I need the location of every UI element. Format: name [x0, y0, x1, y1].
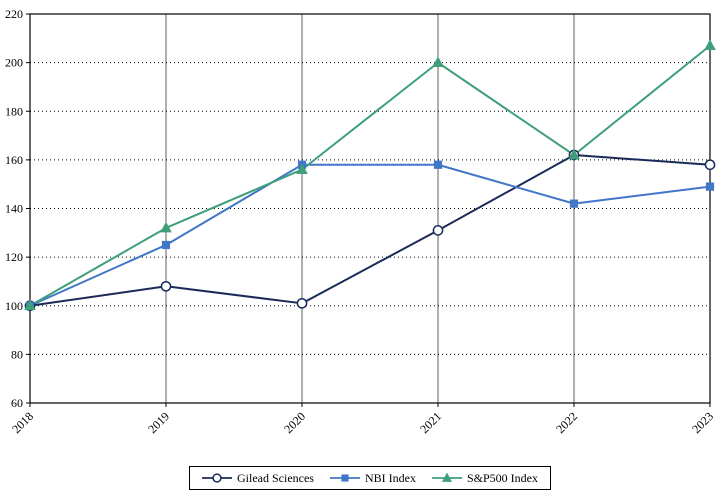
square-data-marker — [161, 240, 171, 250]
circle-data-marker — [704, 159, 716, 171]
y-axis-tick-label: 140 — [5, 202, 23, 216]
y-axis-tick-label: 220 — [5, 7, 23, 21]
y-axis-tick-label: 100 — [5, 299, 23, 313]
y-axis-tick-label: 200 — [5, 56, 23, 70]
series-line — [29, 44, 711, 307]
circle-data-marker — [432, 225, 444, 236]
triangle-data-marker — [568, 148, 580, 160]
triangle-data-marker — [704, 39, 716, 51]
circle-marker-icon — [202, 473, 233, 483]
circle-data-marker — [296, 297, 308, 309]
triangle-data-marker — [296, 163, 308, 174]
triangle-data-marker — [160, 221, 172, 233]
y-axis-tick-label: 80 — [11, 347, 23, 361]
x-axis-tick-label: 2021 — [417, 409, 444, 436]
y-axis-tick-label: 60 — [11, 396, 23, 410]
triangle-data-marker — [24, 299, 36, 311]
triangle-marker-icon — [431, 472, 462, 482]
legend-item: NBI Index — [329, 470, 416, 486]
chart-legend: Gilead Sciences NBI Index S&P500 Index — [189, 466, 551, 490]
legend-label: NBI Index — [364, 470, 416, 485]
y-axis-tick-label: 180 — [5, 104, 23, 118]
y-axis-tick-label: 120 — [5, 250, 23, 264]
x-axis-tick-label: 2018 — [9, 409, 36, 436]
x-axis-tick-label: 2020 — [281, 409, 308, 436]
x-axis-tick-label: 2023 — [689, 409, 716, 436]
line-chart-plot: 60 80 100 120 140 160 180 200 220 2018 2019 2020 202… — [5, 7, 716, 436]
legend-label: S&P500 Index — [466, 470, 538, 485]
y-axis-tick-label: 160 — [5, 153, 23, 167]
square-marker-icon — [329, 474, 360, 482]
circle-data-marker — [160, 280, 172, 292]
x-axis-tick-label: 2022 — [553, 409, 580, 436]
square-data-marker — [705, 182, 715, 191]
series-line — [29, 154, 711, 307]
series-line — [29, 163, 711, 307]
legend-item: Gilead Sciences — [202, 471, 314, 486]
x-axis-tick-label: 2019 — [145, 409, 172, 436]
triangle-data-marker — [432, 56, 444, 68]
legend-item: S&P500 Index — [431, 470, 538, 486]
square-data-marker — [569, 199, 579, 208]
square-data-marker — [433, 160, 443, 169]
legend-label: Gilead Sciences — [237, 470, 314, 485]
